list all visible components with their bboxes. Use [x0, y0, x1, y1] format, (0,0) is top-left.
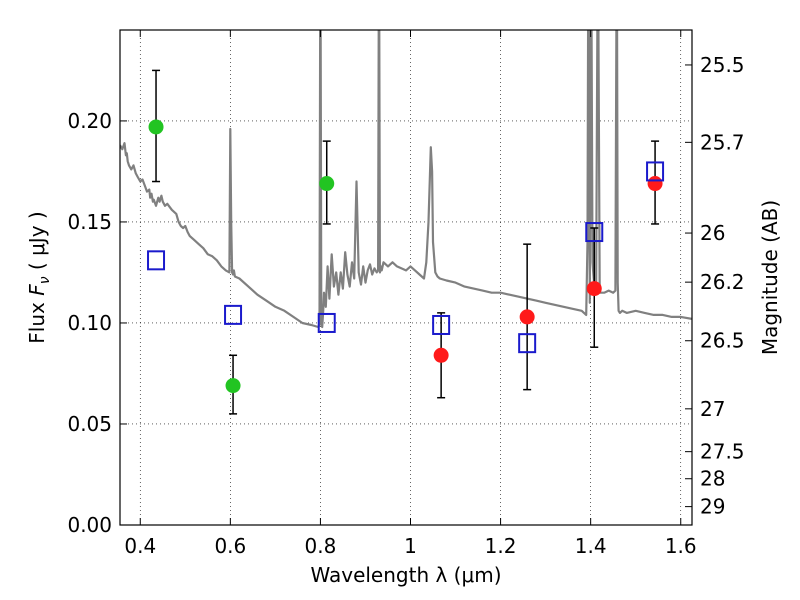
- observed-optical-point: [148, 119, 164, 135]
- model-photometry-square: [224, 304, 243, 325]
- x-tick-label: 1.6: [665, 534, 697, 558]
- y-axis-label-prefix: Flux: [25, 296, 49, 344]
- x-tick-label: 1.2: [485, 534, 517, 558]
- y-tick-label: 0.00: [67, 513, 112, 537]
- model-photometry-square: [585, 222, 604, 243]
- observed-nir-point: [519, 309, 535, 325]
- y-axis-label: Flux Fν ( μJy ): [25, 211, 53, 343]
- model-spectrum-line: [120, 30, 692, 329]
- x-tick-label: 0.4: [124, 534, 156, 558]
- observed-nir-point: [586, 281, 602, 297]
- y-axis-label-text: Flux Fν ( μJy ): [25, 211, 53, 343]
- model-photometry-square: [518, 333, 537, 354]
- y-axis-label-subscript: ν: [37, 276, 53, 284]
- x-tick-label: 1: [404, 534, 417, 558]
- observed-nir-point: [647, 176, 663, 192]
- magnitude-tick-label: 28: [700, 467, 725, 491]
- x-tick-label: 0.6: [214, 534, 246, 558]
- markers-layer: [147, 69, 665, 415]
- x-axis-label: Wavelength λ (μm): [310, 563, 501, 587]
- magnitude-tick-label: 29: [700, 495, 725, 519]
- magnitude-tick-label: 25.5: [700, 53, 745, 77]
- observed-optical-point: [319, 176, 335, 192]
- plot-frame: [119, 29, 693, 526]
- magnitude-tick-label: 26: [700, 221, 725, 245]
- magnitude-tick-label: 26.2: [700, 270, 745, 294]
- x-tick-label: 1.4: [575, 534, 607, 558]
- y-axis-label-suffix: ( μJy ): [25, 211, 49, 276]
- observed-nir-point: [433, 347, 449, 363]
- magnitude-tick-label: 26.5: [700, 329, 745, 353]
- model-photometry-square: [646, 161, 665, 182]
- y-axis-label-symbol: F: [25, 284, 49, 296]
- ticks: 0.4 0.6 0.8 1 1.2 1.4 1.6 0.00 0.05 0.10 0.15 0.20 2…: [67, 30, 745, 558]
- y2-axis-label-text: Magnitude (AB): [758, 200, 782, 355]
- x-tick-label: 0.8: [305, 534, 337, 558]
- observed-optical-point: [225, 378, 241, 394]
- model-photometry-square: [317, 312, 336, 333]
- magnitude-tick-label: 27: [700, 397, 725, 421]
- y-tick-label: 0.10: [67, 311, 112, 335]
- model-photometry-square: [432, 314, 451, 335]
- magnitude-tick-label: 25.7: [700, 130, 745, 154]
- magnitude-tick-label: 27.5: [700, 440, 745, 464]
- y-tick-label: 0.20: [67, 109, 112, 133]
- y-tick-label: 0.05: [67, 412, 112, 436]
- model-photometry-square: [147, 250, 166, 271]
- spectrum-layer: [120, 30, 692, 329]
- y-tick-label: 0.15: [67, 210, 112, 234]
- y2-axis-label: Magnitude (AB): [758, 200, 782, 355]
